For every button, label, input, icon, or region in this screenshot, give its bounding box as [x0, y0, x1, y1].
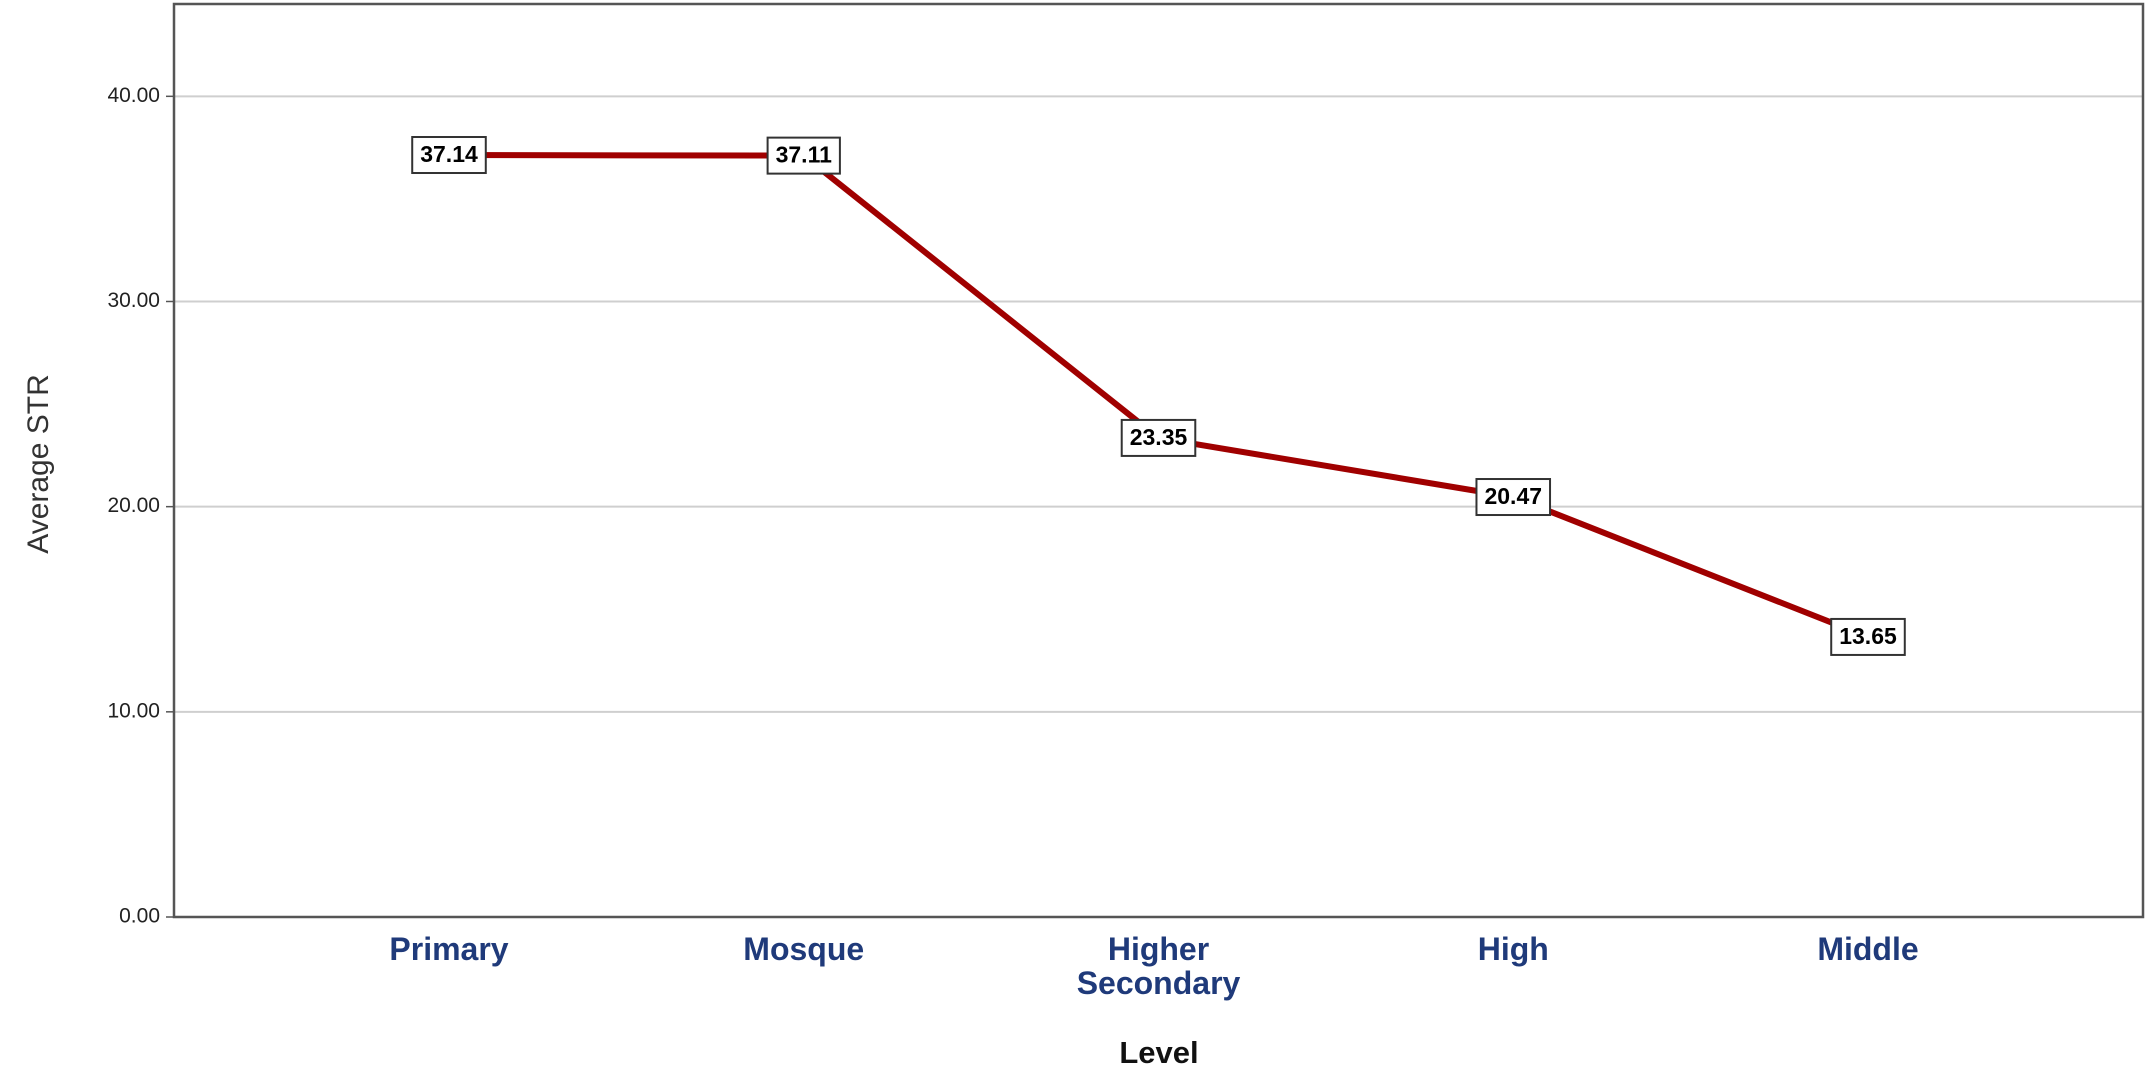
data-label: 23.35: [1120, 418, 1197, 457]
data-label-text: 37.11: [776, 142, 832, 168]
x-tick-label: Primary: [389, 931, 509, 967]
y-tick-label: 30.00: [107, 289, 160, 312]
data-label-text: 20.47: [1484, 483, 1542, 509]
data-label-box: [411, 136, 487, 175]
data-label-text: 13.65: [1839, 623, 1897, 649]
x-tick-label: Higher Secondary: [1076, 931, 1241, 1001]
y-axis-title: Average STR: [22, 374, 55, 554]
data-label: 37.14: [411, 136, 487, 175]
plot-frame: [172, 2, 2145, 919]
line: [448, 152, 1870, 640]
x-tick-label: Mosque: [743, 931, 865, 967]
data-label-text: 37.14: [420, 141, 478, 167]
data-label: 13.65: [1830, 617, 1906, 656]
y-tick-label: 40.00: [107, 84, 160, 107]
y-tick-label: 10.00: [107, 699, 160, 722]
data-label-text: 23.35: [1130, 424, 1188, 450]
data-label-box: [1475, 478, 1552, 517]
x-axis-title: Level: [1119, 1035, 1198, 1070]
x-tick-label: High: [1477, 931, 1549, 967]
data-label-box: [766, 136, 841, 175]
data-label-box: [1830, 617, 1906, 656]
data-label: 37.11: [766, 136, 841, 175]
data-label: 20.47: [1475, 478, 1552, 517]
y-tick-label: 0.00: [119, 905, 160, 928]
data-label-box: [1120, 418, 1197, 457]
x-tick-label: Middle: [1817, 931, 1919, 967]
y-tick-label: 20.00: [107, 494, 160, 517]
